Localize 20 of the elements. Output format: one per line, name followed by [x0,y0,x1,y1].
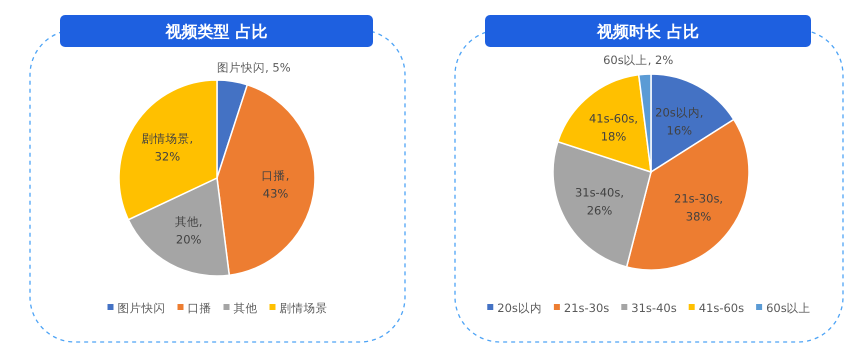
legend-label: 剧情场景 [280,301,328,315]
legend-label: 20s以内 [497,301,542,315]
legend-label: 图片快闪 [118,301,166,315]
data-label: 31s-40s, 26% [574,185,624,218]
legend-label: 21s-30s [564,301,610,315]
data-label: 口播, 43% [262,168,290,201]
legend-label: 60s以上 [766,301,811,315]
data-label: 剧情场景, 32% [142,131,194,164]
legend-label: 其他 [234,301,258,315]
data-label: 20s以内, 16% [655,105,704,138]
chart-title: 视频类型 占比 [164,22,268,41]
legend-label: 31s-40s [631,301,677,315]
data-label: 图片快闪, 5% [217,60,291,74]
data-label: 41s-60s, 18% [588,112,638,144]
data-label: 其他, 20% [174,214,202,247]
legend-label: 口播 [188,301,212,315]
data-label: 21s-30s, 38% [674,192,724,224]
data-label: 60s以上, 2% [603,53,674,68]
legend-label: 41s-60s [698,301,744,315]
chart-title: 视频时长 占比 [596,22,699,41]
